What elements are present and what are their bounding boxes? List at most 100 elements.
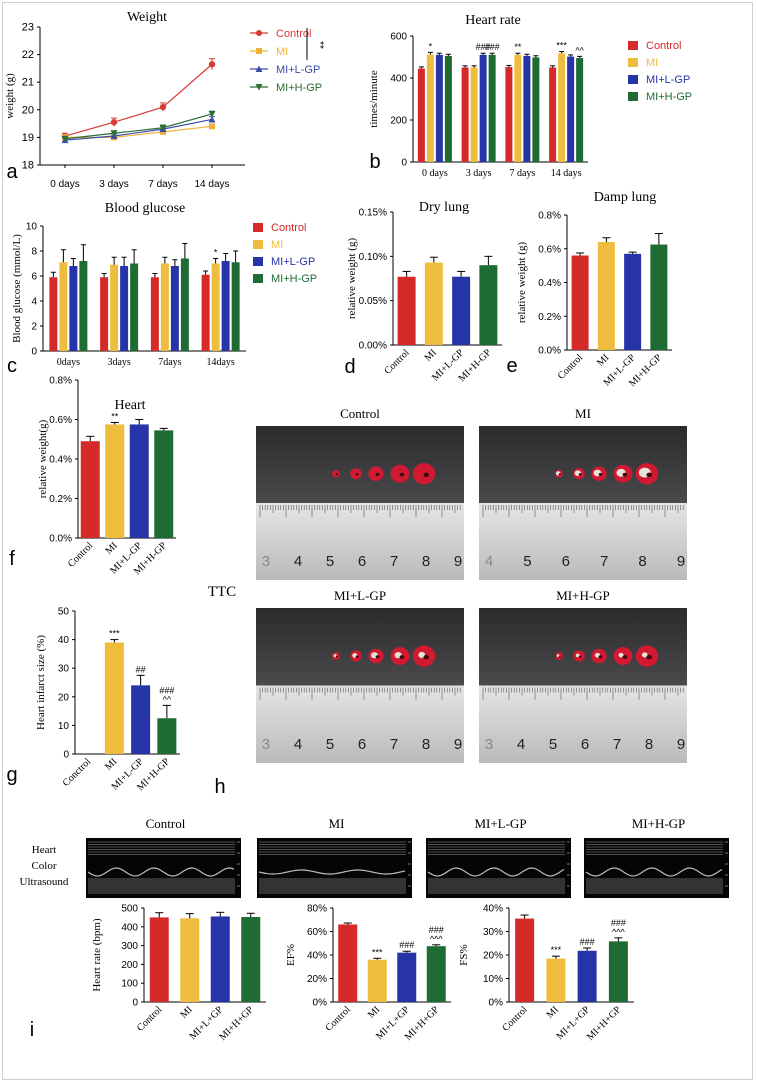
- chart-title: Heart: [114, 398, 145, 413]
- panel-letter: h: [214, 776, 225, 798]
- panel-c-letter: c: [7, 355, 17, 377]
- y-tick-label: 0: [63, 750, 69, 761]
- panel-letter: i: [30, 1019, 34, 1041]
- legend-label: MI+H-GP: [646, 91, 692, 103]
- y-tick-label: 500: [121, 904, 138, 915]
- legend-label: MI+H-GP: [276, 82, 322, 94]
- significance-mark: ##: [136, 664, 146, 674]
- ruler-number: 3: [485, 736, 493, 753]
- point-MI: [209, 123, 215, 130]
- legend-marker: [255, 84, 263, 91]
- y-axis-label: EF%: [285, 944, 297, 966]
- bar-Control: [571, 255, 589, 350]
- point-MI+L-GP: [208, 115, 216, 123]
- point-Control: [110, 119, 118, 126]
- y-axis-label: times/minute: [368, 70, 380, 128]
- legend-label: Control: [646, 40, 681, 52]
- slice-lumen: [355, 473, 359, 476]
- wall-motion-trace: [427, 867, 565, 877]
- ruler-number: 6: [581, 736, 589, 753]
- ruler-number: 5: [326, 736, 334, 753]
- panel-g-letter: g: [6, 764, 17, 786]
- bar-Control: [80, 441, 100, 538]
- y-tick-label: 400: [390, 74, 407, 85]
- slice-lumen: [423, 654, 430, 660]
- legend-label: MI+H-GP: [271, 273, 317, 285]
- significance-mark: ###: [399, 940, 414, 950]
- y-tick-label: 0.4%: [538, 278, 561, 289]
- y-tick-label: 20: [58, 692, 70, 703]
- bar-MI+H+GP: [426, 946, 446, 1002]
- y-tick-label: 40%: [307, 951, 327, 962]
- y-tick-label: 50: [58, 607, 70, 618]
- slice-lumen: [646, 654, 653, 660]
- ruler-number: 6: [562, 553, 570, 570]
- y-tick-label: 0.2%: [538, 312, 561, 323]
- chart-i3: 0%10%20%30%40%Control MIMI+L+GPMI+H+GP***…: [458, 904, 634, 1043]
- significance-mark: **: [514, 42, 522, 52]
- wall-motion-trace: [87, 867, 235, 877]
- ruler-number: 8: [422, 736, 430, 753]
- bar-MI+L-GP: [435, 54, 443, 162]
- y-tick-label: 600: [390, 32, 407, 43]
- y-tick-label: 20: [22, 104, 34, 116]
- y-axis-label: relative weight(g): [37, 419, 49, 498]
- photo-title: MI: [575, 406, 591, 421]
- bar-MI: [597, 242, 615, 350]
- y-tick-label: 6: [31, 272, 37, 283]
- y-axis-label: weight (g): [4, 73, 16, 119]
- ruler-number: 4: [294, 553, 302, 570]
- y-tick-label: 18: [22, 160, 34, 172]
- y-tick-label: 100: [121, 979, 138, 990]
- bar-MI+H-GP: [576, 58, 584, 162]
- ruler-number: 8: [645, 736, 653, 753]
- bar-Control: [549, 67, 557, 162]
- infarct-zone: [618, 652, 624, 658]
- y-tick-label: 200: [390, 116, 407, 127]
- significance-mark: *: [429, 41, 433, 51]
- bar-MI: [470, 67, 478, 162]
- slice-lumen: [335, 655, 338, 658]
- bar-MI+H-GP: [154, 430, 174, 538]
- slice-lumen: [558, 655, 561, 658]
- legend-swatch-MI+H-GP: [628, 92, 638, 101]
- y-tick-label: 0: [31, 347, 37, 358]
- bar-MI+L-GP: [69, 266, 78, 351]
- photo-title: Control: [340, 406, 380, 421]
- x-tick-label: 0 days: [50, 179, 79, 190]
- y-tick-label: 400: [121, 922, 138, 933]
- y-tick-label: 10%: [483, 974, 503, 985]
- y-tick-label: 19: [22, 132, 34, 144]
- category-label: 3days: [107, 357, 130, 368]
- y-tick-label: 0.00%: [359, 341, 387, 352]
- slice-lumen: [578, 655, 582, 658]
- bar-MI+L-GP: [129, 424, 149, 538]
- slice-lumen: [558, 473, 561, 476]
- point-MI+H-GP: [159, 124, 167, 132]
- bar-Control: [515, 918, 535, 1002]
- significance-mark: *: [214, 248, 218, 258]
- ttc-photo-MI+L-GP: MI+L-GP 3 4 5 6 7 8 9: [256, 588, 464, 763]
- bar-MI: [426, 54, 434, 163]
- slice-lumen: [598, 472, 603, 477]
- posterior-wall: [586, 878, 723, 894]
- category-label: 14 days: [551, 168, 582, 179]
- bar-Control: [149, 917, 169, 1002]
- series-line-MI+L-GP: [64, 118, 213, 141]
- panel-letter: e: [506, 355, 517, 377]
- point-MI+H-GP: [208, 110, 216, 118]
- y-tick-label: 0.8%: [49, 376, 72, 387]
- x-tick-label: 7 days: [148, 179, 177, 190]
- bar-Control: [338, 924, 358, 1002]
- ruler-number: 7: [613, 736, 621, 753]
- photo-title: MI+H-GP: [556, 588, 610, 603]
- panel-i-letter: i: [30, 1019, 34, 1041]
- y-tick-label: 0: [401, 158, 407, 169]
- legend-marker: [256, 30, 262, 36]
- bar-MI+L-GP: [479, 54, 487, 162]
- slice-lumen: [399, 655, 405, 659]
- slice-lumen: [423, 472, 430, 478]
- bar-MI+H-GP: [479, 265, 498, 345]
- legend-swatch-MI+L-GP: [628, 75, 638, 84]
